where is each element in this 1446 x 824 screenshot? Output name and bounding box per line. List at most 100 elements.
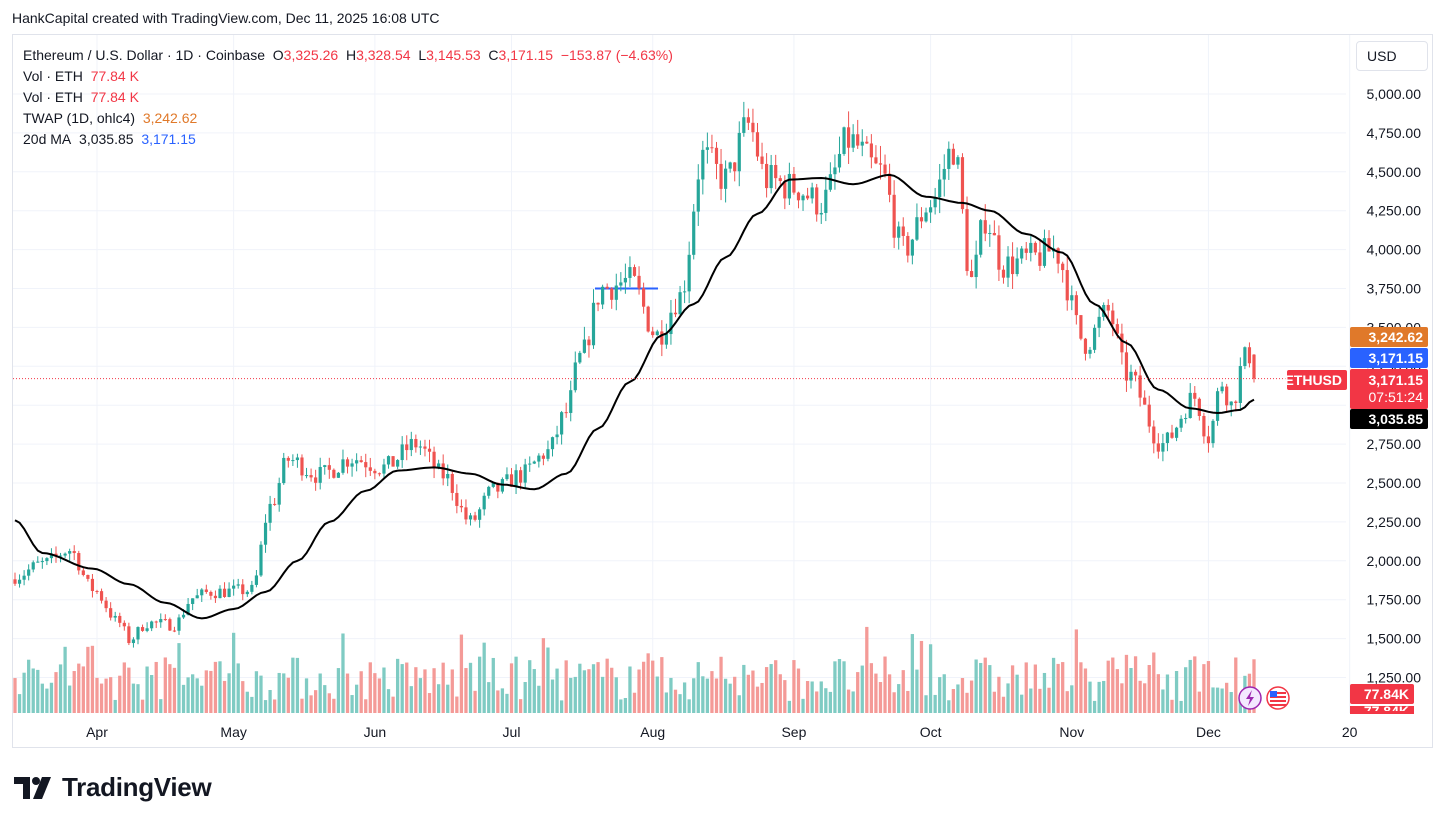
candle-body (555, 434, 559, 438)
volume-bar (878, 682, 883, 713)
volume-bar (13, 678, 17, 713)
volume-bar (860, 665, 864, 713)
candle-body (637, 275, 641, 289)
volume-bar (678, 694, 682, 713)
volume-bar (17, 694, 22, 713)
candle-body (796, 192, 801, 201)
volume-bar (805, 681, 810, 713)
candle-body (892, 194, 896, 238)
volume-bar (669, 677, 673, 713)
volume-bar (1111, 657, 1115, 713)
candle-body (27, 569, 31, 576)
candle-body (856, 134, 860, 146)
volume-bar (432, 668, 436, 713)
legend-vol1-row[interactable]: Vol · ETH 77.84 K (23, 66, 673, 87)
candle-body (350, 463, 354, 467)
candle-body (1202, 415, 1206, 437)
volume-bar (304, 678, 309, 713)
volume-bar (764, 667, 769, 713)
candle-body (1211, 420, 1215, 444)
candle-body (642, 288, 646, 307)
candle-body (1010, 256, 1015, 275)
candle-body (1174, 427, 1179, 438)
volume-bar (541, 638, 546, 713)
volume-bar (728, 683, 732, 713)
volume-bar (36, 669, 40, 713)
candle-body (924, 212, 928, 222)
volume-bars (13, 626, 1256, 713)
volume-bar (341, 633, 345, 713)
candle-body (591, 302, 596, 346)
candle-body (268, 503, 272, 523)
volume-bar (532, 669, 536, 713)
volume-bar (31, 668, 35, 713)
candle-body (550, 437, 555, 450)
volume-bar (569, 677, 573, 713)
legend-ma-row[interactable]: 20d MA 3,035.85 3,171.15 (23, 129, 673, 150)
candle-body (236, 584, 240, 586)
candle-body (1006, 256, 1010, 278)
volume-bar (673, 689, 678, 713)
candle-body (505, 474, 509, 480)
candle-body (737, 132, 741, 172)
volume-bar (382, 667, 386, 713)
volume-bar (309, 695, 313, 713)
legend-twap-row[interactable]: TWAP (1D, ohlc4) 3,242.62 (23, 108, 673, 129)
volume-bar (983, 657, 987, 713)
tradingview-logo[interactable]: TradingView (14, 772, 212, 803)
candle-body (491, 482, 495, 487)
candle-body (468, 515, 473, 520)
candle-body (1038, 252, 1042, 266)
candle-body (705, 147, 709, 150)
volume-bar (755, 686, 760, 713)
volume-bar (1143, 683, 1147, 713)
ma-line-path (14, 173, 1255, 620)
badge-ma-blue: 3,171.15 (1369, 350, 1424, 366)
legend-ma-value1: 3,035.85 (79, 131, 134, 147)
candle-body (423, 446, 427, 449)
candle-body (874, 157, 878, 164)
candle-body (997, 235, 1001, 270)
candle-body (336, 472, 341, 478)
volume-bar (550, 679, 555, 713)
volume-bar (623, 697, 628, 713)
legend-close-label: C (488, 47, 499, 63)
volume-bar (81, 666, 85, 713)
candle-body (291, 460, 295, 462)
candle-body (992, 232, 996, 236)
x-tick-label: 20 (1342, 724, 1358, 740)
volume-bar (1120, 683, 1124, 713)
volume-bar (131, 683, 136, 713)
currency-button[interactable]: USD (1356, 41, 1428, 71)
candle-body (218, 588, 222, 599)
candle-body (1247, 347, 1252, 364)
legend-ohlc-row[interactable]: Ethereum / U.S. Dollar · 1D · Coinbase O… (23, 45, 673, 66)
volume-bar (181, 684, 186, 713)
legend-symbol[interactable]: Ethereum / U.S. Dollar · 1D · Coinbase (23, 47, 265, 63)
candle-body (191, 598, 195, 604)
candle-body (537, 455, 541, 462)
candle-body (414, 438, 418, 448)
x-tick-label: Apr (86, 724, 108, 740)
volume-bar (49, 682, 54, 713)
candle-body (728, 162, 732, 169)
volume-bar (300, 698, 304, 713)
candle-body (209, 591, 213, 596)
candle-body (1147, 404, 1151, 427)
candle-body (1243, 347, 1247, 367)
volume-bar (200, 685, 204, 713)
volume-bar (1197, 691, 1201, 713)
candle-body (181, 614, 186, 618)
candle-body (1111, 310, 1115, 325)
candle-body (1024, 248, 1028, 253)
volume-bar (273, 699, 277, 713)
candle-body (1115, 324, 1119, 334)
x-tick-label: Aug (640, 724, 665, 740)
tradingview-logo-icon (14, 776, 51, 799)
x-tick-label: May (220, 724, 246, 740)
flag-icon-canton (1270, 691, 1277, 697)
volume-bar (500, 688, 505, 713)
legend-vol2-row[interactable]: Vol · ETH 77.84 K (23, 87, 673, 108)
candle-body (58, 555, 63, 557)
